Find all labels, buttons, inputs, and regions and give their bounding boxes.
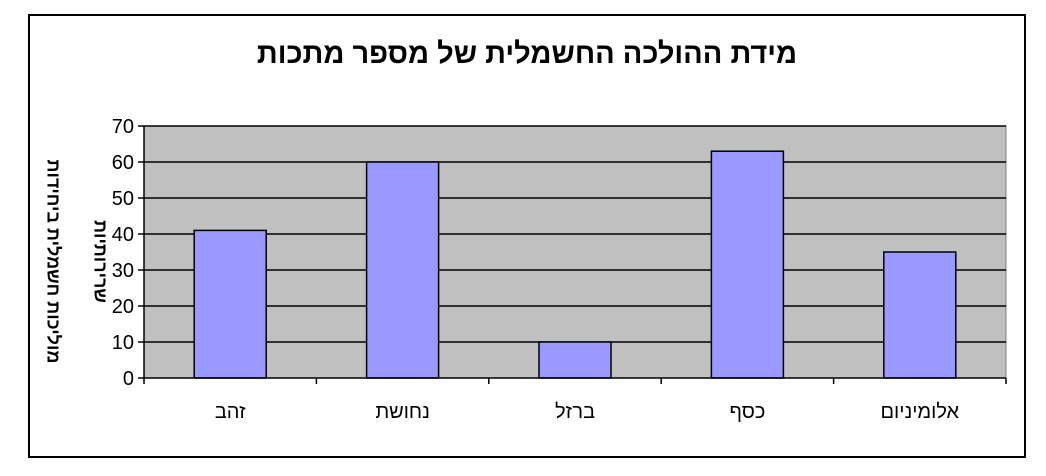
y-tick-label: 40 [112, 224, 134, 246]
x-tick-label: ברזל [555, 401, 595, 423]
x-tick-labels: זהב נחושת ברזל כסף אלומיניום [215, 401, 960, 423]
y-tick-label: 10 [112, 332, 134, 354]
plot-area [143, 125, 1007, 379]
y-tick-label: 0 [123, 368, 134, 390]
x-tick-label: זהב [215, 401, 246, 423]
bar [193, 229, 267, 379]
chart-title: מידת ההולכה החשמלית של מספר מתכות [256, 38, 798, 70]
y-tick-labels: 0 10 20 30 40 50 60 70 [112, 116, 134, 390]
y-tick-label: 70 [112, 116, 134, 138]
gridlines [144, 125, 1006, 343]
bar [365, 161, 440, 379]
y-tick-label: 50 [112, 188, 134, 210]
y-tick-label: 60 [112, 152, 134, 174]
y-tick-label: 30 [112, 260, 134, 282]
x-tick-label: אלומיניום [880, 401, 959, 423]
x-tick-label: כסף [729, 401, 765, 423]
x-tick-label: נחושת [375, 401, 430, 423]
bar [710, 150, 785, 379]
axes [138, 125, 1007, 384]
y-tick-label: 20 [112, 296, 134, 318]
bar [538, 341, 612, 379]
bar [883, 251, 957, 379]
